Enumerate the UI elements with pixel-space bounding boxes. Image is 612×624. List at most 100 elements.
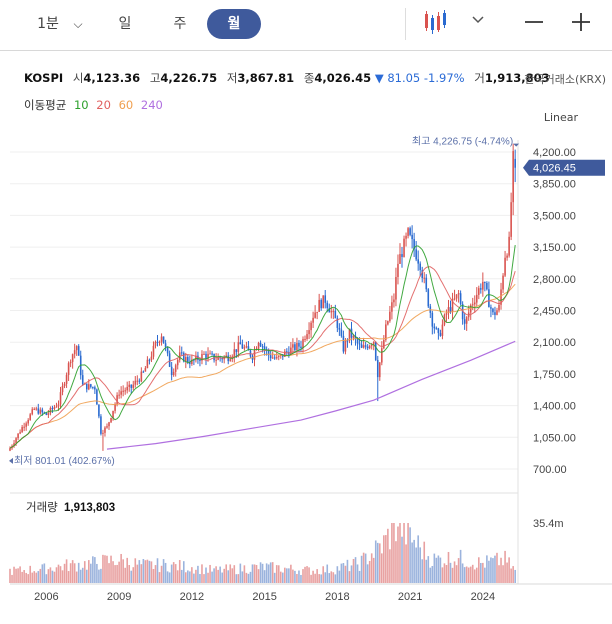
candle — [140, 367, 143, 383]
y-tick-label: 3,500.00 — [533, 210, 576, 222]
volume-bar — [187, 570, 189, 583]
candle — [172, 368, 175, 377]
volume-bar — [326, 564, 329, 583]
week-tab[interactable]: 주 — [173, 16, 187, 32]
price-header: KOSPI 시4,123.36 고4,226.75 저3,867.81 종4,0… — [24, 70, 550, 86]
candle — [356, 337, 359, 350]
volume-bar — [209, 564, 211, 583]
volume-bar — [504, 550, 506, 583]
volume-bar — [306, 566, 308, 583]
candle — [344, 337, 347, 355]
volume-bar — [342, 563, 345, 583]
chart-type-chevron-icon[interactable] — [472, 16, 484, 24]
volume-bar — [148, 560, 151, 583]
volume-bar — [249, 571, 252, 583]
candle — [294, 341, 296, 353]
volume-bar — [334, 574, 337, 583]
volume-bar — [45, 574, 48, 583]
candle — [310, 320, 312, 338]
volume-bar — [154, 565, 157, 583]
volume-bar — [405, 544, 407, 583]
volume-bar — [427, 556, 430, 583]
volume-bar — [387, 528, 389, 583]
volume-bar — [217, 569, 219, 583]
volume-bar — [255, 564, 258, 583]
candle — [203, 351, 205, 355]
candle — [259, 340, 262, 347]
high-label: 고 — [149, 71, 161, 85]
volume-bar — [75, 571, 78, 583]
interval-1min-button[interactable]: 1분 — [37, 16, 59, 32]
volume-bar — [77, 562, 80, 583]
volume-bar — [152, 569, 155, 583]
candle — [308, 322, 310, 340]
volume-bar — [261, 563, 264, 583]
candle — [75, 345, 78, 356]
volume-bar — [368, 560, 371, 583]
candle — [459, 290, 462, 306]
volume-bar — [170, 564, 173, 583]
candle — [158, 340, 161, 346]
candle — [243, 344, 246, 351]
moving-average-legend[interactable]: 이동평균 10 20 60 240 — [24, 97, 163, 113]
candle — [273, 354, 276, 360]
candle — [195, 351, 197, 363]
symbol: KOSPI — [24, 71, 64, 85]
volume-bar — [83, 561, 86, 583]
volume-bar — [457, 558, 460, 583]
plus-icon[interactable] — [572, 13, 590, 31]
close-label: 종 — [303, 71, 315, 85]
candle — [376, 355, 379, 402]
volume-bar — [364, 553, 367, 583]
volume-bar — [358, 570, 361, 583]
volume-bar — [55, 567, 58, 583]
volume-bar — [439, 557, 442, 583]
candle — [122, 385, 124, 397]
candlestick-icon[interactable] — [425, 10, 446, 34]
volume-bar — [399, 523, 401, 583]
volume-bar — [15, 568, 17, 583]
candle — [393, 293, 395, 308]
volume-bar — [21, 571, 23, 583]
candle — [180, 346, 183, 356]
volume-bar — [275, 565, 278, 583]
candle — [162, 336, 165, 344]
volume-bar — [514, 569, 516, 583]
scale-mode-button[interactable]: Linear — [543, 111, 578, 124]
volume-bar — [413, 539, 415, 583]
candle — [372, 341, 375, 351]
month-tab[interactable]: 월 — [207, 9, 261, 39]
y-tick-label: 1,400.00 — [533, 401, 576, 413]
chevron-down-icon[interactable]: ⌵ — [73, 17, 83, 31]
volume-bar — [332, 572, 335, 583]
volume-bar — [298, 570, 300, 583]
candle — [209, 350, 211, 355]
volume-bar — [257, 569, 260, 583]
volume-bar — [138, 560, 141, 583]
volume-bar — [494, 555, 496, 583]
day-tab[interactable]: 일 — [118, 16, 132, 32]
volume-bar — [172, 562, 175, 583]
volume-bar — [409, 527, 411, 583]
volume-bar — [126, 557, 128, 583]
x-tick-label: 2024 — [471, 591, 495, 603]
low-value: 3,867.81 — [237, 71, 295, 85]
volume-bar — [378, 543, 381, 583]
candle — [514, 149, 516, 183]
volume-bar — [279, 571, 282, 583]
max-marker-icon — [513, 143, 520, 147]
candle — [286, 348, 288, 356]
candle — [477, 285, 480, 300]
volume-bar — [467, 567, 470, 583]
volume-bar — [403, 523, 405, 583]
y-tick-label: 3,150.00 — [533, 242, 576, 254]
volume-bar — [19, 566, 21, 583]
volume-bar — [330, 571, 333, 583]
candle — [421, 266, 424, 283]
volume-bar — [144, 560, 147, 583]
volume-bar — [433, 553, 436, 583]
toolbar: 1분 ⌵ 일 주 월 — [0, 0, 612, 51]
volume-bar — [225, 564, 228, 583]
volume-bar — [328, 573, 331, 583]
